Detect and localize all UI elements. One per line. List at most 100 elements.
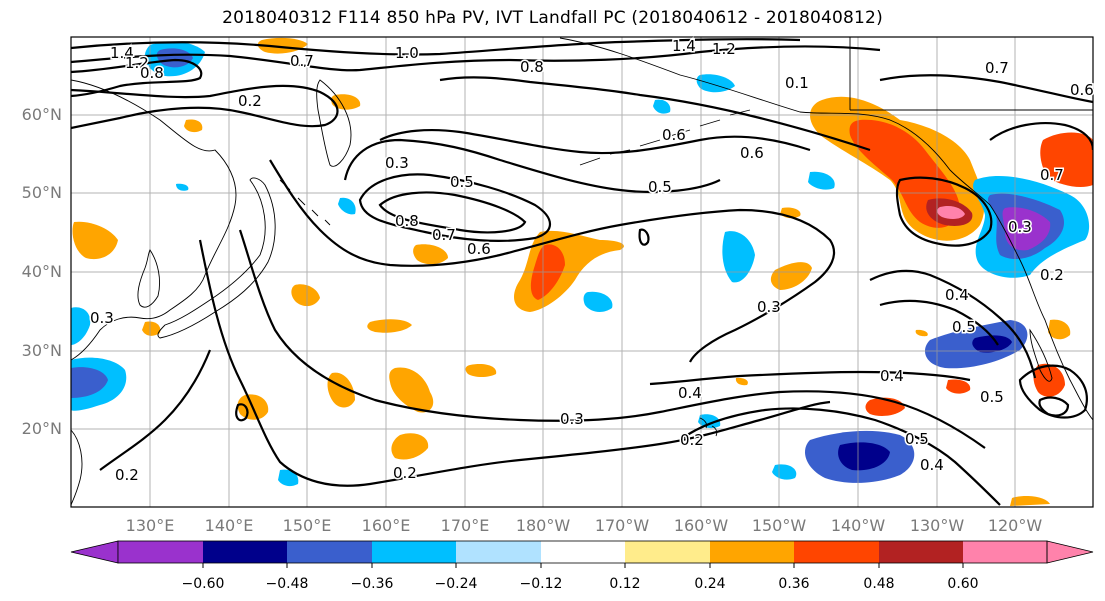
contour-line bbox=[679, 407, 1001, 506]
contour-label: 0.4 bbox=[945, 286, 969, 304]
anomaly-patch-east-3 bbox=[1048, 319, 1071, 340]
contour-label: 0.7 bbox=[1040, 166, 1064, 184]
anomaly-patch-neg-west-core bbox=[71, 367, 108, 398]
contour-line bbox=[378, 191, 527, 234]
anomaly-patch-small-1 bbox=[184, 119, 203, 133]
anomaly-patch-neg-20n-core bbox=[838, 442, 890, 471]
coastline-north-america bbox=[989, 204, 1093, 421]
contour-line bbox=[99, 349, 212, 471]
contour-line bbox=[439, 76, 871, 152]
contour-label: 0.7 bbox=[290, 52, 314, 70]
colorbar bbox=[70, 540, 1094, 568]
lat-label-20n: 20°N bbox=[21, 419, 62, 438]
contour-label: 0.3 bbox=[90, 309, 114, 327]
contour-label: 1.0 bbox=[395, 44, 419, 62]
contour-label: 0.8 bbox=[395, 212, 419, 230]
anomaly-patch-neg-30n-core bbox=[972, 335, 1012, 353]
lon-label-150e: 150°E bbox=[282, 516, 332, 535]
colorbar-tick-label: −0.48 bbox=[265, 576, 309, 592]
colorbar-segment bbox=[372, 541, 456, 563]
anomaly-patch-small-15 bbox=[735, 377, 748, 386]
map-frame bbox=[70, 36, 1094, 508]
contour-line bbox=[879, 74, 1093, 104]
contour-label: 0.4 bbox=[678, 384, 702, 402]
colorbar-segment bbox=[287, 541, 372, 563]
anomaly-patch-neg-mid-8 bbox=[653, 99, 671, 114]
coastline-baja bbox=[1029, 328, 1053, 382]
contour-label: 0.6 bbox=[662, 126, 686, 144]
colorbar-tick-label: −0.12 bbox=[519, 576, 563, 592]
anomaly-patch-neg-west-2 bbox=[71, 307, 91, 345]
colorbar-segment bbox=[963, 541, 1047, 563]
colorbar-extend-high bbox=[1046, 540, 1094, 564]
contour-line bbox=[71, 45, 881, 72]
coastline-asia bbox=[71, 79, 237, 361]
lon-label-120w: 120°W bbox=[987, 516, 1043, 535]
contour-label: 0.3 bbox=[757, 298, 781, 316]
coastline-alaska bbox=[559, 37, 991, 206]
contour-line bbox=[649, 370, 971, 386]
contour-line bbox=[71, 38, 801, 56]
anomaly-patch-small-2 bbox=[413, 244, 448, 265]
contour-lines bbox=[71, 38, 1093, 506]
lon-label-140e: 140°E bbox=[204, 516, 254, 535]
lon-label-130e: 130°E bbox=[125, 516, 175, 535]
colorbar-tick-label: −0.24 bbox=[434, 576, 478, 592]
contour-label: 0.8 bbox=[520, 58, 544, 76]
anomaly-patch-small-16 bbox=[915, 329, 928, 337]
colorbar-tick-label: −0.36 bbox=[350, 576, 394, 592]
colorbar-extend-low bbox=[70, 540, 119, 564]
contour-label: 0.2 bbox=[393, 464, 417, 482]
lon-label-160e: 160°E bbox=[361, 516, 411, 535]
lon-label-150w: 150°W bbox=[751, 516, 807, 535]
contour-line bbox=[198, 239, 831, 487]
anomaly-patch-neg-mid-6 bbox=[698, 414, 721, 429]
anomaly-patch-east-1 bbox=[1040, 132, 1093, 188]
colorbar-tick-label: 0.48 bbox=[863, 576, 895, 592]
contour-label: 0.2 bbox=[238, 92, 262, 110]
colorbar-segment bbox=[710, 541, 794, 563]
contour-line bbox=[638, 228, 650, 246]
contour-label: 0.2 bbox=[115, 466, 139, 484]
contour-label: 0.6 bbox=[467, 240, 491, 258]
coastlines bbox=[71, 37, 1093, 506]
contour-label: 0.6 bbox=[740, 144, 764, 162]
colorbar-segment bbox=[456, 541, 541, 563]
contour-label: 0.3 bbox=[385, 154, 409, 172]
lon-label-160w: 160°W bbox=[673, 516, 729, 535]
contour-label: 0.5 bbox=[450, 173, 474, 191]
contour-label: 1.4 bbox=[110, 44, 134, 62]
contour-label: 0.5 bbox=[648, 178, 672, 196]
contour-label: 0.4 bbox=[880, 367, 904, 385]
contour-line bbox=[71, 58, 203, 98]
contour-line bbox=[238, 229, 986, 449]
contour-line bbox=[869, 269, 1037, 379]
lat-label-60n: 60°N bbox=[21, 105, 62, 124]
contour-label: 1.4 bbox=[672, 37, 696, 55]
anomaly-patch-small-4 bbox=[367, 319, 412, 333]
anomaly-patch-small-5 bbox=[327, 372, 355, 408]
colorbar-tick-label: 0.12 bbox=[609, 576, 641, 592]
contour-line bbox=[1018, 364, 1088, 419]
contour-line bbox=[71, 84, 339, 130]
contour-label: 0.2 bbox=[680, 431, 704, 449]
anomaly-patch-nw bbox=[72, 221, 118, 260]
contour-label: 0.7 bbox=[432, 226, 456, 244]
anomaly-patch-neg-mid-7 bbox=[278, 469, 299, 487]
contour-label: 0.7 bbox=[985, 59, 1009, 77]
contour-label: 0.3 bbox=[1008, 218, 1032, 236]
contour-label: 0.3 bbox=[560, 410, 584, 428]
contour-line bbox=[235, 403, 249, 422]
lat-label-30n: 30°N bbox=[21, 341, 62, 360]
anomaly-patch-neg-mid-9 bbox=[176, 183, 189, 191]
contour-label: 0.5 bbox=[952, 318, 976, 336]
contour-line bbox=[879, 299, 999, 346]
anomaly-patch-small-7 bbox=[465, 364, 497, 377]
contour-line bbox=[343, 138, 721, 194]
colorbar-ticks bbox=[202, 563, 964, 568]
contour-label: 0.8 bbox=[140, 64, 164, 82]
anomaly-patch-neg-mid-2 bbox=[583, 291, 613, 312]
anomaly-patch-east-4 bbox=[1010, 496, 1050, 506]
coastline-kamchatka bbox=[316, 79, 352, 167]
